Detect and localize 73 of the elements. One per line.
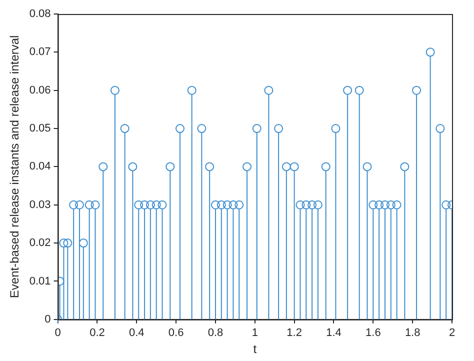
point: [362, 162, 372, 172]
x-tick-label: 1.4: [326, 327, 342, 340]
x-tick-label: 0.8: [208, 327, 224, 340]
y-tick-label: 0.08: [29, 8, 51, 20]
point: [78, 238, 88, 248]
point: [74, 200, 84, 210]
point: [274, 124, 284, 134]
x-tick-label: 0.2: [90, 327, 105, 340]
point: [321, 162, 330, 172]
point: [140, 200, 150, 210]
point: [176, 124, 185, 134]
y-tick-label: 0.05: [29, 122, 51, 135]
point: [343, 86, 352, 95]
point: [380, 200, 390, 210]
point: [296, 200, 305, 210]
point: [264, 86, 274, 95]
point: [302, 200, 311, 210]
point: [197, 124, 206, 134]
point: [205, 162, 214, 172]
point: [290, 162, 299, 172]
y-tick-label: 0.03: [29, 198, 51, 211]
y-tick-label: 0.02: [29, 237, 51, 250]
y-axis-title: Event-based release instants and release interval: [8, 35, 22, 298]
point: [234, 200, 244, 210]
point: [110, 86, 120, 95]
point: [98, 162, 108, 172]
y-tick-label: 0.07: [29, 46, 51, 58]
point: [120, 124, 130, 134]
point: [59, 238, 68, 248]
y-tick-label: 0.06: [29, 84, 51, 96]
point: [386, 200, 396, 210]
y-tick-label: 0: [44, 313, 51, 326]
point: [84, 200, 94, 210]
point: [426, 48, 435, 57]
x-tick-label: 1.6: [366, 327, 381, 340]
x-axis-title: t: [253, 342, 258, 356]
point: [228, 200, 238, 210]
point: [158, 200, 167, 210]
x-tick-label: 1: [252, 327, 258, 340]
point: [252, 124, 262, 134]
point: [222, 200, 232, 210]
x-tick-label: 0.4: [129, 327, 144, 340]
y-tick-label: 0.01: [29, 275, 51, 288]
point: [282, 162, 291, 172]
point: [63, 238, 72, 248]
point: [374, 200, 384, 210]
point: [242, 162, 252, 172]
point: [392, 200, 402, 210]
x-tick-label: 1.8: [404, 327, 420, 340]
point: [313, 200, 322, 210]
point: [216, 200, 226, 210]
point: [308, 200, 317, 210]
point: [146, 200, 155, 210]
point: [134, 200, 144, 210]
x-tick-label: 2: [448, 327, 456, 340]
point: [331, 124, 340, 134]
point: [128, 162, 138, 172]
point: [400, 162, 410, 172]
point: [412, 86, 422, 95]
y-tick-label: 0.04: [29, 160, 51, 173]
point: [166, 162, 175, 172]
point: [152, 200, 161, 210]
point: [368, 200, 378, 210]
point: [90, 200, 100, 210]
x-tick-label: 0: [54, 327, 61, 340]
point: [354, 86, 364, 95]
point: [210, 200, 220, 210]
point: [442, 200, 451, 210]
x-tick-label: 0.6: [168, 327, 184, 340]
point: [187, 86, 196, 95]
point: [69, 200, 78, 210]
x-tick-label: 1.2: [286, 327, 302, 340]
point: [436, 124, 445, 134]
